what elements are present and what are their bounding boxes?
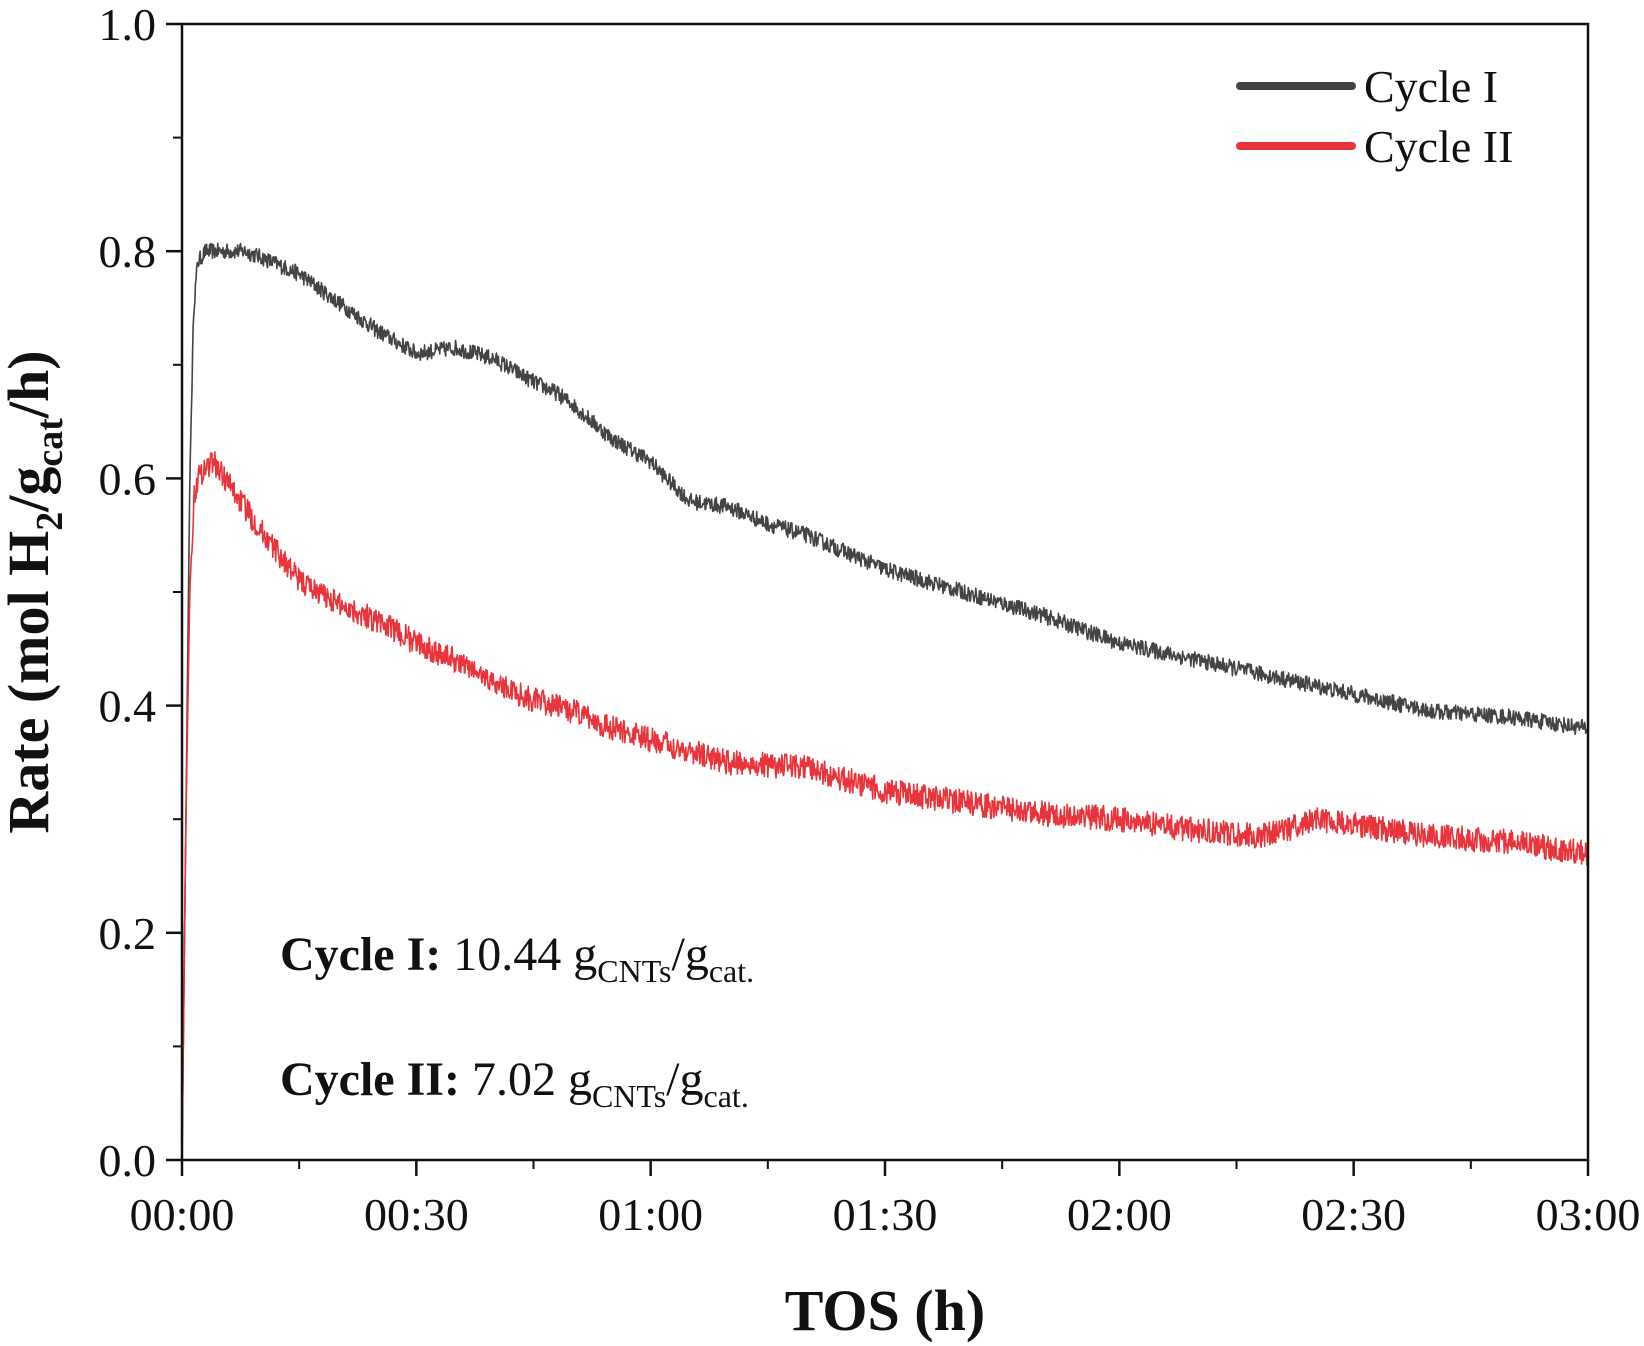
x-tick-label-3: 01:30 <box>833 1189 938 1240</box>
x-tick-label-0: 00:00 <box>130 1189 235 1240</box>
y-tick-label-4: 0.8 <box>99 226 157 277</box>
series-layer <box>181 242 1589 1161</box>
x-tick-label-4: 02:00 <box>1067 1189 1172 1240</box>
y-axis-title-mid: /g <box>0 467 61 513</box>
legend-label-cycle-2: Cycle II <box>1364 121 1513 172</box>
annotation-cycle-2-mid: /g <box>666 1053 703 1106</box>
annotation-cycle-1-mid: /g <box>672 928 709 981</box>
y-axis-title-sub-cat: cat <box>29 418 71 467</box>
x-tick-label-5: 02:30 <box>1301 1189 1406 1240</box>
y-axis-title-sub-2: 2 <box>29 512 71 531</box>
annotation-cycle-2-sub-cnts: CNTs <box>592 1078 666 1114</box>
annotation-cycle-2-sub-cat: cat. <box>704 1078 749 1114</box>
x-axis-title: TOS (h) <box>785 1278 985 1343</box>
y-tick-label-5: 1.0 <box>99 0 157 50</box>
y-tick-label-2: 0.4 <box>99 681 157 732</box>
annotation-cycle-2-label: Cycle II: <box>280 1053 460 1106</box>
x-tick-label-6: 03:00 <box>1536 1189 1641 1240</box>
annotation-cycle-1-value: 10.44 g <box>441 928 597 981</box>
annotation-cycle-1-sub-cnts: CNTs <box>597 953 671 989</box>
series-line-cycle-1 <box>181 242 1589 1161</box>
series-line-cycle-2 <box>181 450 1589 1161</box>
legend: Cycle I Cycle II <box>1236 61 1513 172</box>
annotation-cycle-1-label: Cycle I: <box>280 928 441 981</box>
y-tick-label-1: 0.2 <box>99 908 157 959</box>
y-axis-title-prefix: Rate (mol H <box>0 531 61 834</box>
x-tick-label-2: 01:00 <box>598 1189 703 1240</box>
x-tick-label-1: 00:30 <box>364 1189 469 1240</box>
annotation-cycle-1: Cycle I: 10.44 gCNTs/gcat. <box>280 928 754 989</box>
annotation-cycle-2: Cycle II: 7.02 gCNTs/gcat. <box>280 1053 749 1114</box>
y-tick-label-3: 0.6 <box>99 453 157 504</box>
y-axis-title: Rate (mol H2/gcat/h) <box>0 350 71 833</box>
legend-label-cycle-1: Cycle I <box>1364 61 1498 112</box>
y-tick-label-0: 0.0 <box>99 1135 157 1186</box>
annotation-cycle-2-value: 7.02 g <box>460 1053 592 1106</box>
plot-frame <box>180 22 1590 1162</box>
ticks-layer: 00:00 00:30 01:00 01:30 02:00 02:30 03:00 0.0 0.… <box>99 0 1641 1240</box>
annotation-cycle-1-sub-cat: cat. <box>709 953 754 989</box>
y-axis-title-suffix: /h) <box>0 350 61 419</box>
